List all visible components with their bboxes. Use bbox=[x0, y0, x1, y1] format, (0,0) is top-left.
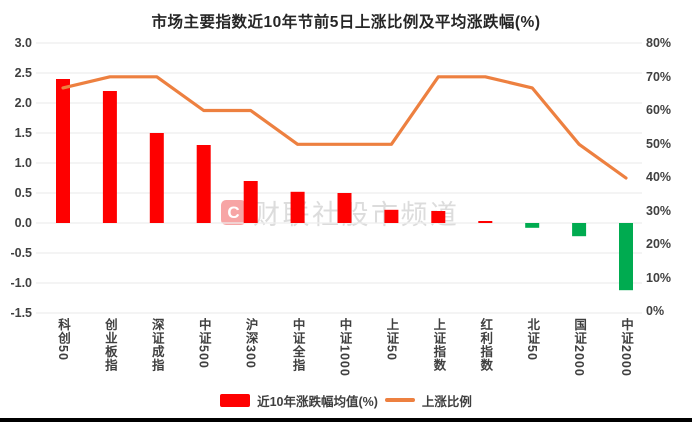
legend: 近10年涨跌幅均值(%) 上涨比例 bbox=[0, 391, 692, 409]
bar-上证指数 bbox=[431, 211, 446, 223]
legend-line-swatch bbox=[384, 398, 415, 402]
bar-中证500 bbox=[196, 145, 211, 223]
bar-沪深300 bbox=[243, 181, 258, 223]
upside-ratio-line bbox=[61, 75, 628, 180]
watermark: C 财联社股市频道 bbox=[221, 193, 460, 232]
cailianshe-logo-icon: C bbox=[221, 200, 246, 225]
legend-bar-label: 近10年涨跌幅均值(%) bbox=[257, 394, 378, 409]
bar-国证2000 bbox=[572, 223, 587, 237]
bar-中证1000 bbox=[337, 193, 352, 223]
legend-bar-swatch bbox=[220, 393, 251, 407]
bar-上证50 bbox=[384, 209, 399, 223]
logo-letter: C bbox=[227, 202, 240, 222]
chart-title: 市场主要指数近10年节前5日上涨比例及平均涨跌幅(%) bbox=[151, 14, 541, 31]
bar-中证2000 bbox=[619, 223, 633, 291]
legend-line-label: 上涨比例 bbox=[421, 394, 472, 409]
bar-科创50 bbox=[56, 79, 70, 223]
bar-深证成指 bbox=[149, 133, 164, 223]
bar-北证50 bbox=[525, 223, 540, 228]
watermark-text: 财联社股市频道 bbox=[253, 200, 460, 230]
bar-红利指数 bbox=[478, 221, 493, 223]
bar-创业板指 bbox=[102, 91, 117, 223]
bar-中证全指 bbox=[290, 191, 305, 223]
bottom-border bbox=[0, 418, 692, 422]
